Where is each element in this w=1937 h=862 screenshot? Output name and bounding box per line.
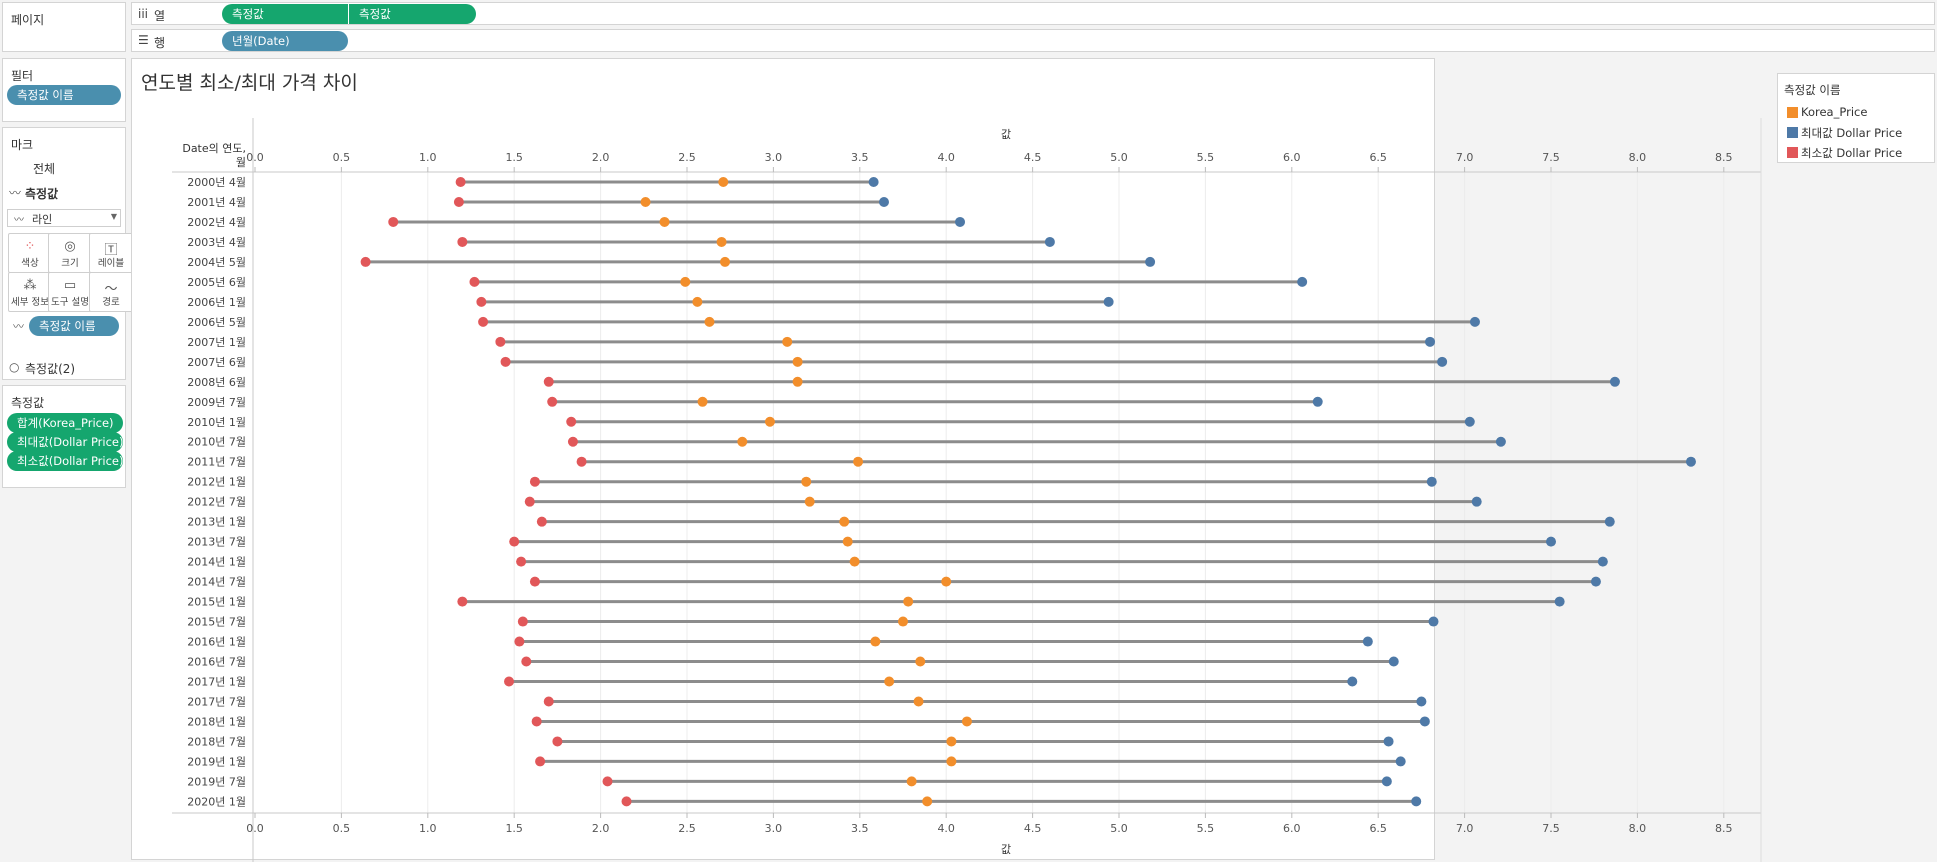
- max-dollar-point: [1604, 516, 1615, 527]
- filters-card: 필터 측정값 이름: [2, 58, 126, 122]
- columns-shelf[interactable]: iii 열 측정값 측정값: [131, 2, 1935, 25]
- rows-icon: ☰: [138, 33, 149, 47]
- measure-values-title: 측정값: [11, 396, 45, 410]
- x-tick-label: 8.0: [1629, 822, 1647, 835]
- legend-swatch: [1787, 107, 1798, 118]
- columns-pill-1[interactable]: 측정값: [222, 4, 348, 24]
- x-tick-label: 8.5: [1715, 822, 1733, 835]
- color-button-label: 색상: [21, 258, 39, 269]
- x-tick-label: 8.0: [1629, 151, 1647, 164]
- detail-button-label: 세부 정보: [11, 297, 49, 308]
- columns-pill-2[interactable]: 측정값: [349, 4, 476, 24]
- filters-title: 필터: [11, 69, 34, 83]
- rows-shelf-label: 행: [154, 36, 166, 50]
- legend-swatch: [1787, 127, 1798, 138]
- marks-title: 마크: [11, 138, 34, 152]
- max-dollar-point: [1437, 356, 1448, 367]
- path-button-label: 경로: [102, 297, 120, 308]
- view-panel: 연도별 최소/최대 가격 차이: [131, 58, 1435, 860]
- marks-card: 마크 전체 〰 측정값 〰 라인 ▼ ⁘ 색상 ◎ 크기 🅃 레이블 ⁂ 세부 …: [2, 127, 133, 380]
- size-button-label: 크기: [61, 258, 79, 269]
- mark-type-label: 라인: [32, 213, 53, 226]
- marks-measure-label[interactable]: 측정값: [25, 187, 59, 201]
- max-dollar-point: [1609, 376, 1620, 387]
- legend-label: 최소값 Dollar Price: [1801, 146, 1903, 160]
- columns-shelf-label: 열: [154, 9, 166, 23]
- tooltip-button-label: 도구 설명: [51, 297, 89, 308]
- path-button[interactable]: 〜 경로: [89, 272, 133, 312]
- max-dollar-point: [1590, 576, 1601, 587]
- label-button-label: 레이블: [97, 258, 125, 269]
- line-icon: 〰: [9, 186, 22, 200]
- legend-label: Korea_Price: [1801, 105, 1868, 119]
- color-button[interactable]: ⁘ 색상: [8, 233, 52, 273]
- path-pill[interactable]: 측정값 이름: [29, 316, 119, 336]
- x-tick-label: 7.0: [1456, 822, 1474, 835]
- mark-type-dropdown[interactable]: 〰 라인 ▼: [7, 209, 121, 227]
- rows-pill[interactable]: 년월(Date): [222, 31, 348, 51]
- measure-values-card: 측정값 합계(Korea_Price) 최대값(Dollar Price) 최소…: [2, 385, 126, 488]
- max-dollar-point: [1554, 596, 1565, 607]
- label-icon: 🅃: [104, 243, 118, 258]
- x-tick-label: 8.5: [1715, 151, 1733, 164]
- max-dollar-point: [1546, 536, 1556, 547]
- filter-pill[interactable]: 측정값 이름: [7, 85, 121, 105]
- legend-panel: 측정값 이름: [1777, 73, 1935, 163]
- pages-shelf[interactable]: 페이지: [2, 2, 126, 52]
- marks-measure2-label[interactable]: 측정값(2): [25, 362, 76, 376]
- x-tick-label: 7.5: [1542, 822, 1560, 835]
- path-icon: 〜: [104, 282, 118, 297]
- legend-item[interactable]: 최대값 Dollar Price: [1787, 125, 1903, 141]
- max-dollar-point: [1685, 456, 1696, 467]
- measure-pill-korea-price[interactable]: 합계(Korea_Price): [7, 413, 123, 433]
- x-tick-label: 7.0: [1456, 151, 1474, 164]
- label-button[interactable]: 🅃 레이블: [89, 233, 133, 273]
- legend-item[interactable]: 최소값 Dollar Price: [1787, 145, 1903, 161]
- legend-swatch: [1787, 147, 1798, 158]
- color-icon: ⁘: [24, 239, 36, 254]
- detail-button[interactable]: ⁂ 세부 정보: [8, 272, 52, 312]
- max-dollar-point: [1469, 316, 1480, 327]
- circle-icon: ○: [9, 360, 20, 374]
- legend-title: 측정값 이름: [1784, 83, 1841, 97]
- max-dollar-point: [1471, 496, 1482, 507]
- measure-pill-max-dollar[interactable]: 최대값(Dollar Price): [7, 432, 123, 452]
- max-dollar-point: [1495, 436, 1506, 447]
- tooltip-icon: ▭: [63, 278, 77, 293]
- legend-label: 최대값 Dollar Price: [1801, 126, 1903, 140]
- tooltip-button[interactable]: ▭ 도구 설명: [48, 272, 92, 312]
- chevron-down-icon: ▼: [110, 212, 117, 221]
- measure-pill-min-dollar[interactable]: 최소값(Dollar Price): [7, 451, 123, 471]
- marks-all-label[interactable]: 전체: [33, 162, 56, 176]
- path-line-icon: 〰: [13, 320, 24, 333]
- max-dollar-point: [1464, 416, 1475, 427]
- detail-icon: ⁂: [23, 278, 37, 293]
- size-button[interactable]: ◎ 크기: [48, 233, 92, 273]
- legend-item[interactable]: Korea_Price: [1787, 105, 1868, 119]
- rows-shelf[interactable]: ☰ 행 년월(Date): [131, 29, 1935, 52]
- chart-title: 연도별 최소/최대 가격 차이: [141, 72, 358, 94]
- pages-shelf-label: 페이지: [11, 13, 45, 27]
- columns-icon: iii: [138, 7, 149, 21]
- x-tick-label: 7.5: [1542, 151, 1560, 164]
- max-dollar-point: [1597, 556, 1608, 567]
- size-icon: ◎: [64, 239, 76, 254]
- line-icon: 〰: [14, 215, 24, 226]
